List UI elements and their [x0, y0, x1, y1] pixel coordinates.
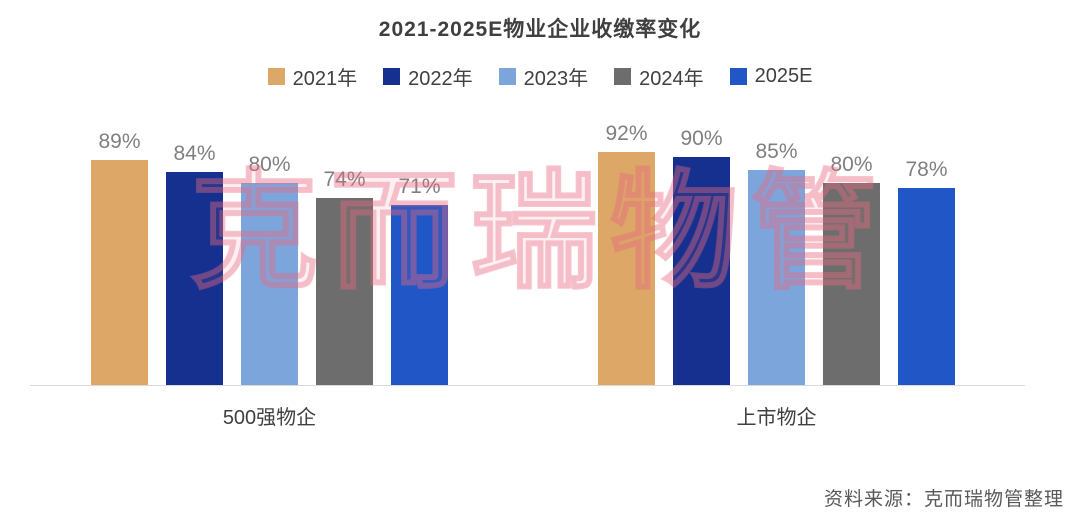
bar-cell: 71% — [391, 175, 448, 385]
chart-title: 2021-2025E物业企业收缴率变化 — [378, 18, 702, 41]
bar-2022年 — [166, 172, 223, 385]
bar-cell: 90% — [673, 127, 730, 385]
category-label-0: 500强物企 — [222, 407, 317, 429]
bar-value-label: 85% — [755, 140, 798, 163]
legend-label: 2021年 — [292, 68, 358, 90]
bar-value-label: 92% — [605, 122, 648, 145]
legend-label: 2022年 — [408, 68, 473, 90]
bar-2025E — [898, 188, 955, 385]
legend: 2021年 2022年 2023年 2024年 2025E — [0, 62, 1080, 91]
bar-cell: 80% — [241, 153, 298, 385]
bar-2024年 — [316, 198, 373, 385]
bar-cell: 78% — [898, 158, 955, 385]
source-note: 资料来源：克而瑞物管整理 — [823, 489, 1064, 510]
bar-value-label: 74% — [323, 168, 366, 191]
bar-2023年 — [241, 183, 298, 385]
bar-value-label: 84% — [173, 142, 216, 165]
legend-label: 2023年 — [523, 68, 589, 90]
bar-cell: 74% — [316, 168, 373, 385]
legend-swatch — [498, 68, 516, 85]
bar-group-0: 89% 84% 80% 74% 71% — [91, 130, 448, 385]
x-axis-line — [30, 385, 1025, 386]
bar-cell: 89% — [91, 130, 148, 385]
legend-item-1: 2022年 — [383, 62, 473, 91]
legend-item-3: 2024年 — [614, 62, 704, 91]
legend-item-0: 2021年 — [267, 62, 358, 91]
legend-swatch — [383, 68, 401, 85]
bar-cell: 85% — [748, 140, 805, 385]
bar-2021年 — [91, 160, 148, 385]
bar-group-1: 92% 90% 85% 80% 78% — [598, 122, 955, 385]
bar-cell: 80% — [823, 153, 880, 385]
bar-cell: 84% — [166, 142, 223, 385]
bar-value-label: 89% — [98, 130, 141, 153]
legend-swatch — [267, 68, 285, 85]
bar-value-label: 90% — [680, 127, 723, 150]
legend-label: 2025E — [754, 65, 813, 87]
bar-value-label: 71% — [398, 175, 441, 198]
bar-2021年 — [598, 152, 655, 385]
category-label-1: 上市物企 — [736, 407, 817, 429]
bar-cell: 92% — [598, 122, 655, 385]
bar-2023年 — [748, 170, 805, 385]
bar-2024年 — [823, 183, 880, 385]
legend-item-2: 2023年 — [498, 62, 589, 91]
bar-value-label: 78% — [905, 158, 948, 181]
bar-2025E — [391, 205, 448, 385]
legend-swatch — [729, 68, 747, 85]
bar-value-label: 80% — [830, 153, 873, 176]
bar-2022年 — [673, 157, 730, 385]
legend-item-4: 2025E — [729, 62, 813, 91]
legend-label: 2024年 — [639, 68, 704, 90]
legend-swatch — [614, 68, 632, 85]
bar-value-label: 80% — [248, 153, 291, 176]
